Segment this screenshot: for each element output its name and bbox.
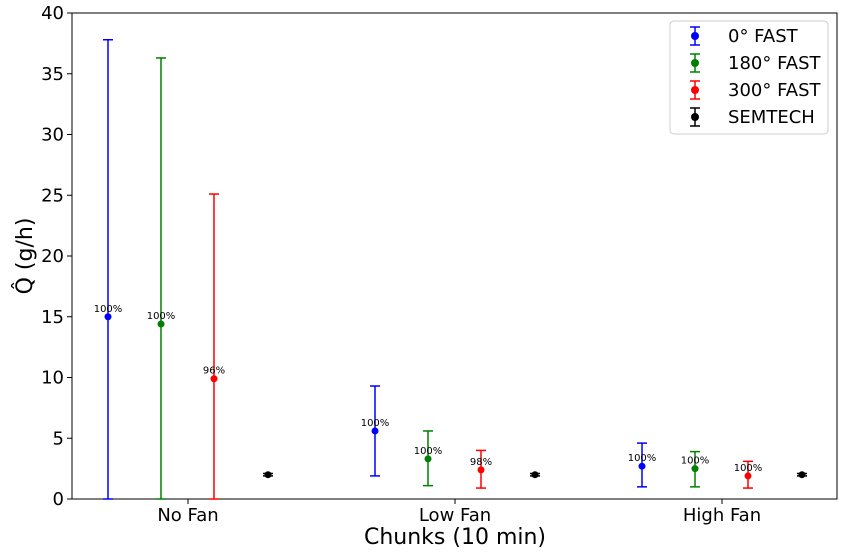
data-label: 98% [470, 457, 492, 468]
y-axis: 0 5 10 15 20 25 30 35 40 [41, 3, 72, 510]
data-label: 100% [681, 456, 710, 467]
data-point [210, 375, 218, 383]
data-point [691, 465, 699, 473]
data-point [477, 466, 485, 474]
legend: 0° FAST 180° FAST 300° FAST SEMTECH [669, 20, 829, 135]
data-point [638, 462, 646, 470]
data-point [157, 320, 165, 328]
y-tick-label: 15 [41, 307, 64, 328]
data-label: 100% [734, 463, 763, 474]
y-tick-label: 30 [41, 125, 64, 146]
x-tick-label: High Fan [683, 505, 761, 526]
data-point [744, 472, 752, 480]
data-label: 100% [147, 311, 176, 322]
legend-marker [691, 32, 699, 40]
legend-marker [691, 113, 699, 121]
legend-frame [669, 20, 829, 135]
legend-label: 300° FAST [728, 80, 822, 101]
legend-label: 180° FAST [728, 53, 822, 74]
data-label: 96% [203, 366, 225, 377]
legend-marker [691, 59, 699, 67]
data-label: 100% [94, 304, 123, 315]
y-tick-label: 10 [41, 368, 64, 389]
data-point [424, 455, 432, 463]
data-marks: 100% 100% 100% 100% 100% 100% 96% 98% 100% [94, 38, 807, 500]
data-label: 100% [414, 446, 443, 457]
data-point [104, 313, 112, 321]
x-axis: No Fan Low Fan High Fan [157, 499, 761, 526]
x-tick-label: No Fan [157, 505, 218, 526]
data-label: 100% [361, 418, 390, 429]
legend-marker [691, 86, 699, 94]
data-point [531, 471, 539, 479]
data-point [798, 471, 806, 479]
data-label: 100% [628, 453, 657, 464]
y-tick-label: 25 [41, 185, 64, 206]
y-tick-label: 0 [53, 489, 64, 510]
y-tick-label: 5 [53, 428, 64, 449]
x-axis-title: Chunks (10 min) [364, 525, 546, 550]
legend-label: 0° FAST [728, 26, 799, 47]
y-axis-title: Q̂ (g/h) [12, 218, 38, 295]
data-point [264, 471, 272, 479]
legend-label: SEMTECH [728, 107, 815, 128]
x-tick-label: Low Fan [419, 505, 491, 526]
y-tick-label: 40 [41, 3, 64, 24]
y-tick-label: 35 [41, 64, 64, 85]
data-point [371, 427, 379, 435]
y-tick-label: 20 [41, 246, 64, 267]
